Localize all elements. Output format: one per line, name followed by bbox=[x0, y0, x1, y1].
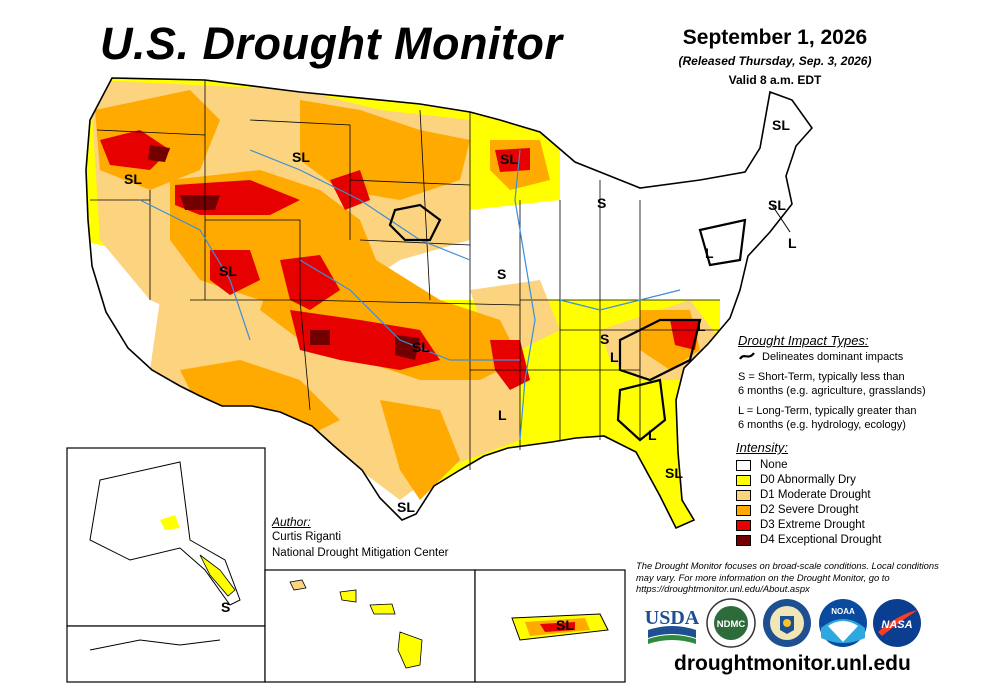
puerto-rico-d3 bbox=[540, 622, 575, 632]
intensity-title: Intensity: bbox=[736, 440, 789, 455]
nasa-logo: NASA bbox=[873, 599, 921, 647]
delineates-label: Delineates dominant impacts bbox=[762, 351, 904, 363]
svg-text:NOAA: NOAA bbox=[831, 607, 855, 616]
l-label-leader bbox=[771, 204, 791, 233]
commerce-seal-logo bbox=[763, 599, 811, 647]
legend-label: None bbox=[760, 459, 788, 471]
noaa-logo: NOAA bbox=[819, 599, 867, 647]
alaska-shape bbox=[89, 461, 241, 606]
short-term-line2: 6 months (e.g. agriculture, grasslands) bbox=[738, 385, 926, 397]
impact-delineations bbox=[388, 203, 747, 442]
map-label: L bbox=[648, 427, 657, 443]
hawaii-big-island bbox=[397, 631, 423, 669]
map-label: SL bbox=[768, 197, 786, 213]
legend-d2: D2 Severe Drought bbox=[736, 503, 858, 517]
page-title: U.S. Drought Monitor bbox=[100, 18, 563, 69]
author-title: Author: bbox=[272, 515, 311, 529]
map-label: L bbox=[788, 235, 797, 251]
legend-label: D3 Extreme Drought bbox=[760, 519, 865, 531]
map-label: S bbox=[221, 599, 230, 615]
disclaimer-note: The Drought Monitor focuses on broad-sca… bbox=[636, 560, 939, 594]
map-label: SL bbox=[556, 617, 574, 633]
website-url[interactable]: droughtmonitor.unl.edu bbox=[674, 652, 911, 675]
svg-text:NASA: NASA bbox=[881, 619, 912, 631]
legend-d0: D0 Abnormally Dry bbox=[736, 473, 856, 487]
legend-d3: D3 Extreme Drought bbox=[736, 518, 865, 532]
ndmc-logo: NDMC bbox=[706, 598, 756, 648]
hawaii-oahu bbox=[339, 589, 357, 603]
legend-swatch bbox=[736, 459, 751, 471]
map-label: L bbox=[498, 407, 507, 423]
map-label: L bbox=[697, 318, 706, 334]
legend-label: D4 Exceptional Drought bbox=[760, 534, 882, 546]
release-date: (Released Thursday, Sep. 3, 2026) bbox=[678, 54, 872, 68]
impact-labels: SL SL SL SL SL SL SL SL SL S S S S L L L… bbox=[124, 117, 797, 633]
hawaii-kauai bbox=[289, 579, 307, 591]
legend-label: D0 Abnormally Dry bbox=[760, 474, 856, 486]
map-label: S bbox=[600, 331, 609, 347]
short-term-line1: S = Short-Term, typically less than bbox=[738, 371, 905, 383]
usda-logo: USDA bbox=[645, 607, 700, 644]
legend-swatch bbox=[736, 504, 751, 516]
us-outline bbox=[85, 77, 814, 530]
map-date: September 1, 2026 bbox=[682, 26, 868, 49]
valid-time: Valid 8 a.m. EDT bbox=[728, 73, 822, 87]
legend-d4: D4 Exceptional Drought bbox=[736, 533, 881, 547]
long-term-line2: 6 months (e.g. hydrology, ecology) bbox=[738, 419, 906, 431]
delineation-line-icon bbox=[739, 352, 755, 360]
legend-swatch bbox=[736, 489, 751, 501]
map-label: SL bbox=[500, 151, 518, 167]
legend-swatch bbox=[736, 534, 751, 546]
legend-d1: D1 Moderate Drought bbox=[736, 488, 871, 502]
svg-text:USDA: USDA bbox=[645, 607, 700, 629]
map-label: S bbox=[497, 266, 506, 282]
map-label: L bbox=[610, 349, 619, 365]
map-label: S bbox=[597, 195, 606, 211]
legend-label: D1 Moderate Drought bbox=[760, 489, 871, 501]
aleutian-islands bbox=[89, 639, 221, 651]
map-label: SL bbox=[665, 465, 683, 481]
map-label: SL bbox=[397, 499, 415, 515]
long-term-line1: L = Long-Term, typically greater than bbox=[738, 405, 917, 417]
map-label: SL bbox=[292, 149, 310, 165]
alaska-d0-area-2 bbox=[160, 515, 180, 530]
alaska-d0-area bbox=[199, 554, 236, 597]
aleutian-inset-frame bbox=[66, 625, 266, 683]
hawaii-maui bbox=[369, 603, 396, 615]
map-label: SL bbox=[772, 117, 790, 133]
rivers bbox=[139, 149, 681, 441]
legend-swatch bbox=[736, 474, 751, 486]
legend-swatch bbox=[736, 519, 751, 531]
svg-text:NDMC: NDMC bbox=[717, 619, 746, 630]
author-org: National Drought Mitigation Center bbox=[272, 547, 449, 559]
map-label: L bbox=[705, 245, 714, 261]
legend-label: D2 Severe Drought bbox=[760, 504, 859, 516]
map-label: SL bbox=[412, 339, 430, 355]
author-name: Curtis Riganti bbox=[272, 531, 342, 543]
legend-none: None bbox=[736, 458, 788, 472]
impact-types-title: Drought Impact Types: bbox=[738, 333, 869, 348]
map-label: SL bbox=[219, 263, 237, 279]
map-label: SL bbox=[124, 171, 142, 187]
